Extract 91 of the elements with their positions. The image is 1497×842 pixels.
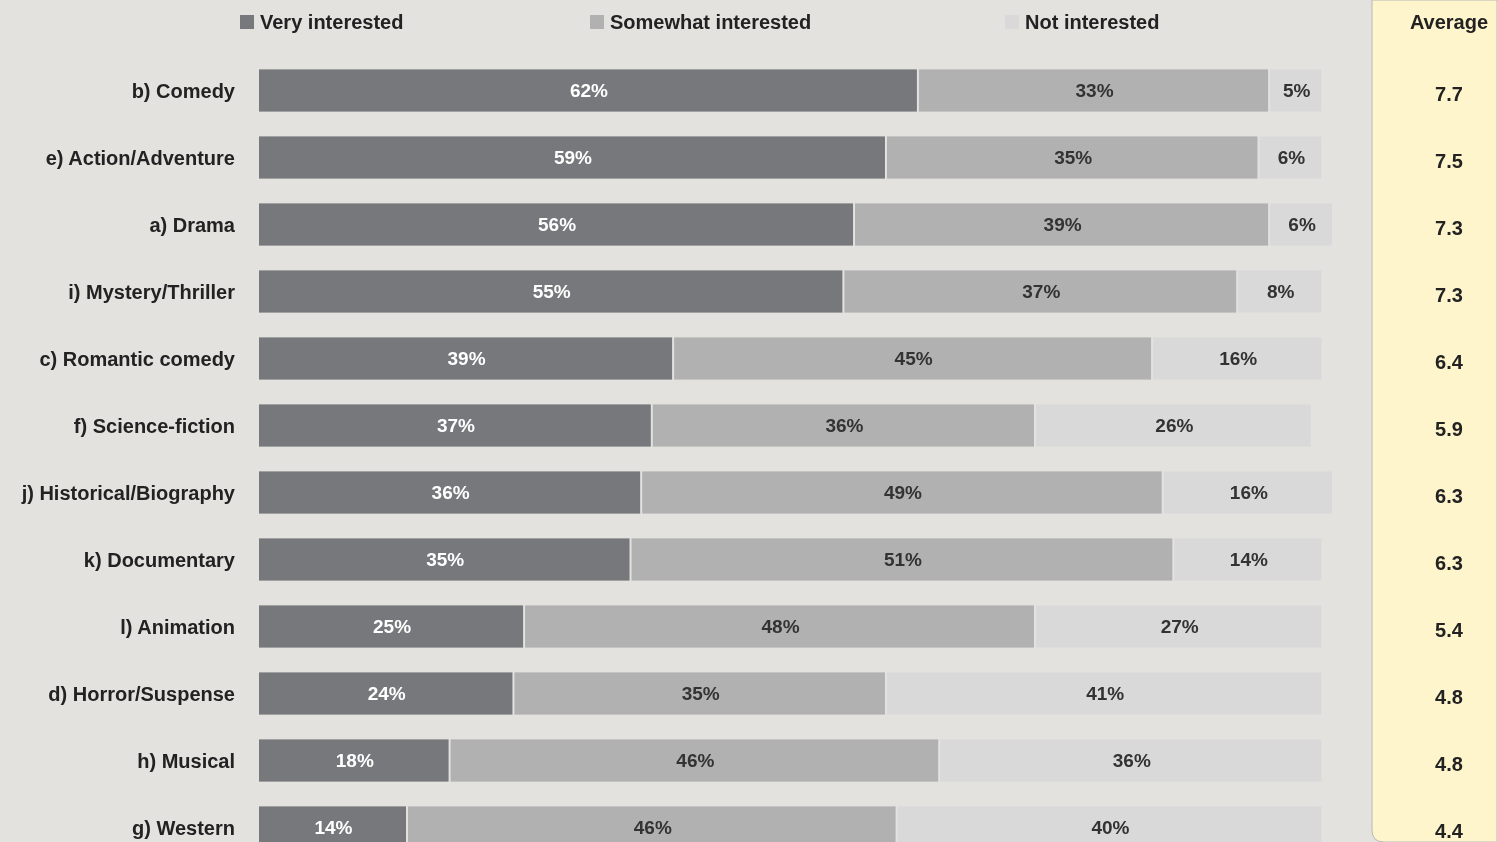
bar	[674, 337, 1152, 380]
data-label: 45%	[894, 348, 933, 370]
bar	[259, 739, 449, 782]
data-label: 6%	[1277, 147, 1306, 169]
category-label: d) Horror/Suspense	[48, 682, 235, 705]
bar	[259, 471, 641, 514]
text: 4.8	[1435, 752, 1463, 775]
data-label: 39%	[447, 348, 486, 370]
data-label: 14%	[1229, 549, 1268, 571]
bar	[1163, 471, 1332, 514]
bar	[259, 404, 651, 447]
data-label: 35%	[681, 683, 720, 705]
bar	[259, 69, 917, 112]
text: 5.9	[1435, 417, 1463, 440]
data-label: 16%	[1219, 348, 1258, 370]
data-label: 18%	[335, 750, 374, 772]
data-label: 8%	[1267, 281, 1295, 303]
category-label: k) Documentary	[83, 548, 235, 571]
data-label: 25%	[373, 616, 412, 638]
data-label: 39%	[1043, 214, 1082, 236]
category-label: b) Comedy	[131, 79, 235, 102]
text: 6.4	[1435, 350, 1464, 373]
bar	[1035, 605, 1322, 648]
data-label: 51%	[883, 549, 923, 571]
data-label: 41%	[1086, 683, 1125, 705]
text: 4.8	[1435, 685, 1463, 708]
data-label: 14%	[314, 817, 353, 839]
category-label: c) Romantic comedy	[39, 347, 235, 370]
data-label: 46%	[633, 817, 672, 839]
data-label: 6%	[1288, 214, 1316, 236]
data-label: 37%	[1022, 281, 1061, 303]
data-label: 27%	[1160, 616, 1199, 638]
bar	[525, 605, 1034, 648]
data-label: 33%	[1075, 80, 1114, 102]
data-label: 37%	[436, 415, 476, 437]
data-label: 59%	[553, 147, 593, 169]
bar	[1035, 404, 1311, 447]
bar	[631, 538, 1173, 581]
data-label: 35%	[1054, 147, 1093, 169]
bar	[259, 337, 673, 380]
text: 7.3	[1435, 283, 1463, 306]
data-label: 56%	[538, 214, 577, 236]
legend-label: Somewhat interested	[610, 11, 812, 33]
data-label: 49%	[883, 482, 923, 504]
bar	[259, 605, 524, 648]
bar	[886, 672, 1322, 715]
bar	[259, 538, 630, 581]
bar	[886, 136, 1258, 179]
data-label: 36%	[1112, 750, 1151, 772]
category-label: f) Science-fiction	[73, 414, 235, 437]
text: 6.3	[1435, 484, 1463, 507]
text: 7.5	[1435, 149, 1463, 172]
bar	[642, 471, 1162, 514]
data-label: 36%	[825, 415, 864, 437]
data-label: 26%	[1155, 415, 1194, 437]
data-label: 35%	[426, 549, 465, 571]
data-label: 46%	[676, 750, 715, 772]
bar	[844, 270, 1237, 313]
bar	[855, 203, 1269, 246]
bar	[259, 203, 854, 246]
bar	[259, 270, 843, 313]
bar	[1259, 136, 1322, 179]
text: 4.4	[1435, 819, 1464, 842]
text: 5.4	[1435, 618, 1464, 641]
category-label: i) Mystery/Thriller	[68, 280, 235, 303]
category-label: e) Action/Adventure	[45, 146, 235, 169]
data-label: 24%	[367, 683, 406, 705]
data-label: 5%	[1283, 80, 1311, 102]
data-label: 36%	[431, 482, 470, 504]
category-label: g) Western	[132, 816, 235, 839]
data-label: 55%	[532, 281, 571, 303]
text: 6.3	[1435, 551, 1463, 574]
legend-label: Very interested	[260, 11, 404, 33]
category-label: l) Animation	[120, 615, 235, 638]
bar	[259, 672, 513, 715]
category-label: h) Musical	[137, 749, 235, 772]
data-label: 16%	[1229, 482, 1268, 504]
category-label: j) Historical/Biography	[21, 481, 235, 504]
legend-label: Not interested	[1025, 11, 1160, 33]
bar	[450, 739, 939, 782]
bar	[652, 404, 1034, 447]
bar	[918, 69, 1269, 112]
text: 7.7	[1435, 82, 1463, 105]
data-label: 48%	[761, 616, 800, 638]
text: Average	[1409, 11, 1489, 33]
data-label: 62%	[569, 80, 609, 102]
text: 7.3	[1435, 216, 1463, 239]
bar	[259, 136, 885, 179]
data-label: 40%	[1091, 817, 1130, 839]
bar	[514, 672, 885, 715]
category-label: a) Drama	[149, 213, 235, 236]
